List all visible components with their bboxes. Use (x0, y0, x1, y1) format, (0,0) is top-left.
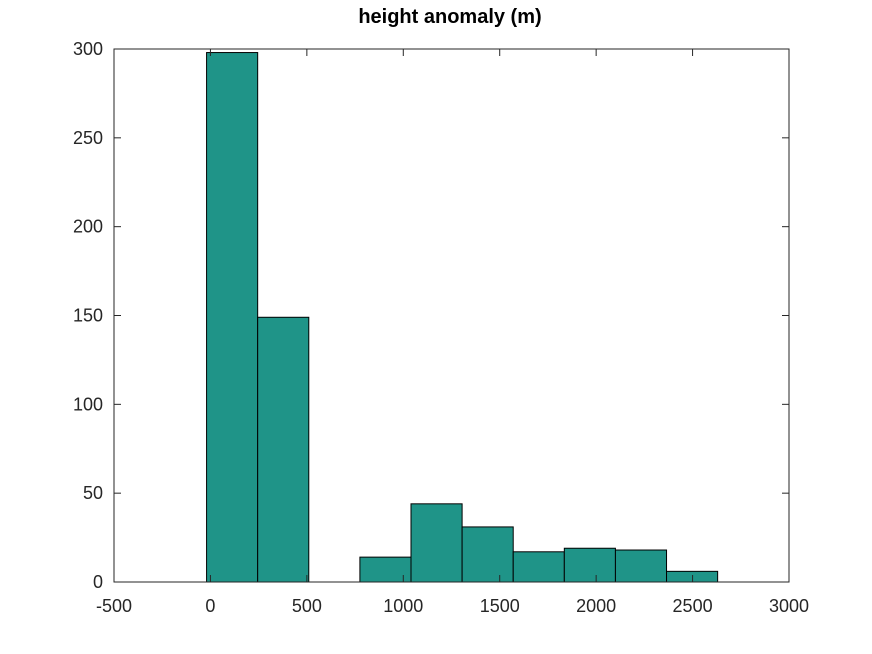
x-tick-label-7: 3000 (769, 596, 809, 616)
histogram-bar-5 (461, 526, 514, 583)
x-tick-label-2: 500 (292, 596, 322, 616)
y-tick-label-5: 250 (73, 128, 103, 148)
y-tick-label-6: 300 (73, 39, 103, 59)
x-tick-label-5: 2000 (576, 596, 616, 616)
histogram-bar-7 (563, 547, 616, 583)
histogram-bar-8 (614, 549, 668, 583)
y-axis: 0 50 100 150 200 250 300 (73, 39, 789, 592)
x-tick-label-0: -500 (96, 596, 132, 616)
y-tick-label-0: 0 (93, 572, 103, 592)
histogram-bar-6 (512, 551, 565, 583)
x-axis: -500 0 500 1000 1500 2000 2500 3000 (96, 49, 809, 616)
x-tick-label-1: 0 (205, 596, 215, 616)
chart-title: height anomaly (m) (358, 6, 541, 28)
bars-group (206, 52, 719, 583)
y-tick-label-4: 200 (73, 217, 103, 237)
y-tick-label-1: 50 (83, 483, 103, 503)
y-tick-label-3: 150 (73, 306, 103, 326)
histogram-bar-4 (410, 503, 463, 583)
histogram-bar-1 (257, 316, 310, 583)
y-tick-label-2: 100 (73, 394, 103, 414)
x-tick-label-3: 1000 (383, 596, 423, 616)
histogram-bar-0 (206, 52, 259, 583)
x-tick-label-6: 2500 (673, 596, 713, 616)
x-tick-label-4: 1500 (480, 596, 520, 616)
